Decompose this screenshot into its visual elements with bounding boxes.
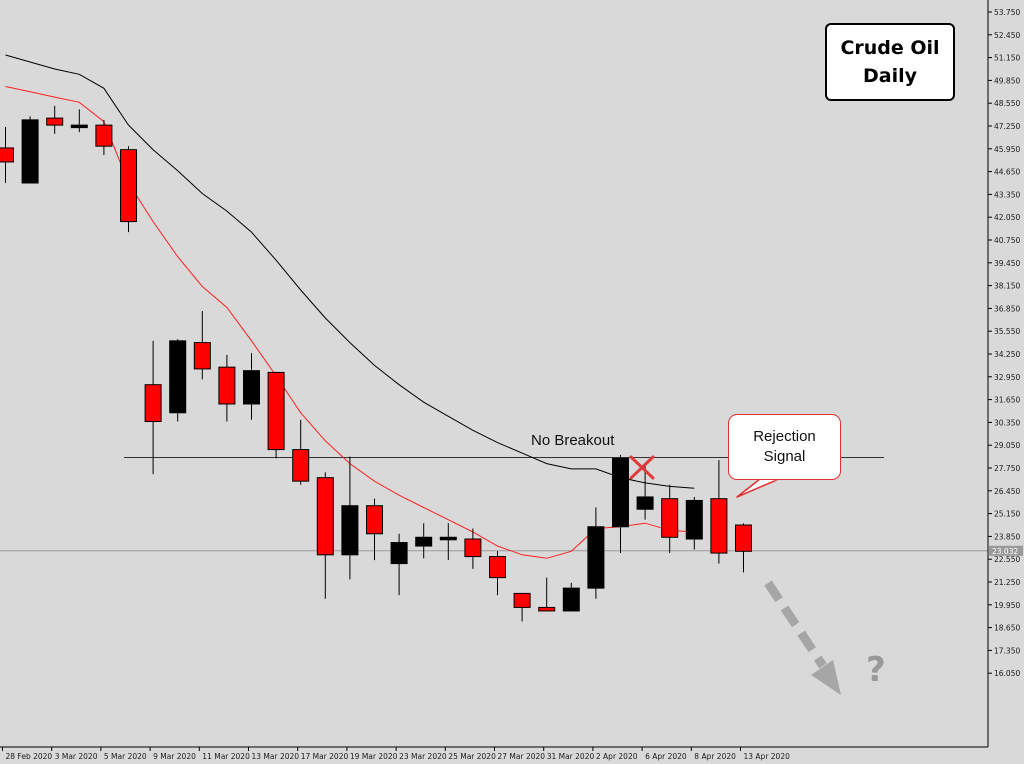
title-line-2: Daily (862, 65, 917, 87)
annotations (629, 455, 841, 695)
time-tick-label: 6 Apr 2020 (645, 752, 687, 761)
price-tick-label: 25.150 (994, 510, 1020, 519)
price-tick-label: 31.650 (994, 396, 1020, 405)
no-breakout-label: No Breakout (531, 432, 615, 449)
price-tick-label: 19.950 (994, 601, 1020, 610)
time-tick-label: 9 Mar 2020 (153, 752, 196, 761)
candle-body (144, 384, 162, 423)
time-tick-label: 19 Mar 2020 (350, 752, 398, 761)
callout-line-2: Signal (763, 448, 806, 465)
time-tick-label: 31 Mar 2020 (547, 752, 595, 761)
title-line-1: Crude Oil (840, 37, 940, 59)
candle-body (243, 370, 260, 405)
time-tick-label: 2 Apr 2020 (596, 752, 638, 761)
candle-body (95, 124, 113, 147)
ma-slow-line (5, 54, 695, 489)
time-tick-label: 17 Mar 2020 (301, 752, 349, 761)
price-tick-label: 32.950 (994, 373, 1020, 382)
candle-body (169, 340, 187, 414)
candle-body (513, 592, 531, 608)
time-tick-label: 3 Mar 2020 (55, 752, 98, 761)
current-price-box (989, 545, 1023, 556)
price-tick-label: 47.250 (994, 122, 1020, 131)
chart-title-box: Crude Oil Daily (825, 23, 955, 101)
candle-body (685, 499, 703, 540)
candle-body (489, 556, 506, 579)
time-tick-label: 13 Mar 2020 (252, 752, 300, 761)
time-tick-label: 11 Mar 2020 (202, 752, 250, 761)
candle-body (120, 149, 137, 223)
candle-body (587, 526, 605, 589)
candle-body (193, 342, 211, 370)
price-tick-label: 23.850 (994, 532, 1020, 541)
price-tick-label: 22.550 (994, 555, 1020, 564)
time-tick-label: 13 Apr 2020 (744, 752, 791, 761)
price-tick-label: 39.450 (994, 259, 1020, 268)
price-tick-label: 51.150 (994, 54, 1020, 63)
time-tick-label: 23 Mar 2020 (399, 752, 447, 761)
time-tick-label: 28 Feb 2020 (6, 752, 53, 761)
candle-body (21, 119, 39, 184)
rejection-signal-callout: Rejection Signal (728, 414, 841, 480)
price-tick-label: 48.550 (994, 99, 1020, 108)
candle-body (341, 505, 359, 556)
candle-body (636, 496, 654, 510)
candle-body (267, 371, 285, 451)
price-tick-label: 34.250 (994, 350, 1020, 359)
price-tick-label: 17.350 (994, 646, 1020, 655)
price-tick-label: 26.450 (994, 487, 1020, 496)
down-arrow-shaft (764, 580, 827, 669)
price-tick-label: 45.950 (994, 145, 1020, 154)
price-tick-label: 36.850 (994, 304, 1020, 313)
candle-body (661, 498, 679, 538)
price-tick-label: 44.650 (994, 168, 1020, 177)
candle-body (710, 498, 728, 554)
candle-body (464, 538, 482, 558)
candle-body (612, 457, 629, 528)
time-tick-label: 25 Mar 2020 (448, 752, 496, 761)
down-arrow-head (811, 660, 841, 695)
callout-line-1: Rejection (753, 428, 816, 445)
candle-body (292, 449, 310, 482)
price-tick-label: 27.750 (994, 464, 1020, 473)
candle-body (218, 366, 236, 405)
candle-body (390, 542, 408, 565)
time-tick-label: 5 Mar 2020 (104, 752, 147, 761)
price-tick-label: 42.050 (994, 213, 1020, 222)
cross-mark-stroke-2 (629, 455, 655, 480)
price-tick-label: 18.650 (994, 624, 1020, 633)
candle-body (46, 117, 64, 126)
candle-body (735, 524, 752, 552)
callout-tail (736, 478, 780, 498)
candles (0, 105, 752, 622)
price-tick-label: 38.150 (994, 282, 1020, 291)
current-price-label: 23.032 (992, 547, 1018, 556)
price-tick-label: 29.050 (994, 441, 1020, 450)
time-tick-label: 8 Apr 2020 (694, 752, 736, 761)
price-tick-label: 21.250 (994, 578, 1020, 587)
price-tick-label: 40.750 (994, 236, 1020, 245)
price-tick-label: 30.350 (994, 418, 1020, 427)
time-tick-label: 27 Mar 2020 (498, 752, 546, 761)
candle-body (316, 477, 334, 556)
price-tick-label: 16.050 (994, 669, 1020, 678)
price-tick-label: 52.450 (994, 31, 1020, 40)
candle-body (0, 147, 14, 163)
price-tick-label: 53.750 (994, 8, 1020, 17)
candle-body (538, 606, 556, 612)
price-tick-label: 49.850 (994, 76, 1020, 85)
candle-body (415, 536, 433, 547)
candle-body (70, 124, 88, 129)
question-mark: ? (866, 650, 886, 690)
candle-body (366, 505, 383, 535)
candle-body (439, 536, 457, 541)
price-tick-label: 43.350 (994, 190, 1020, 199)
price-tick-label: 35.550 (994, 327, 1020, 336)
candle-body (562, 587, 580, 612)
